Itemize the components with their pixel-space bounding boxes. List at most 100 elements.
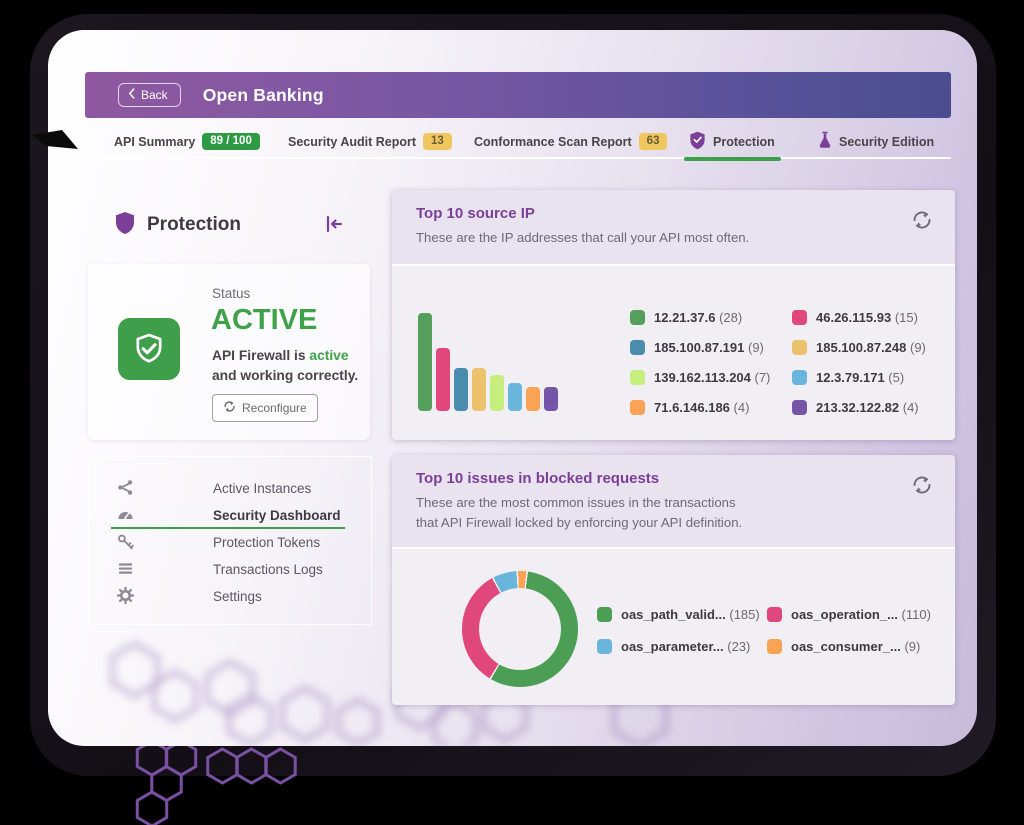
legend-swatch bbox=[767, 638, 782, 654]
chevron-left-icon bbox=[128, 88, 135, 102]
legend-label: 12.3.79.171 (5) bbox=[816, 369, 905, 385]
legend-label: 71.6.146.186 (4) bbox=[654, 399, 750, 415]
reconfigure-button[interactable]: Reconfigure bbox=[212, 394, 318, 422]
legend-label: 12.21.37.6 (28) bbox=[654, 309, 743, 325]
legend-item: 213.32.122.82 (4) bbox=[792, 392, 926, 422]
page-title: Open Banking bbox=[202, 84, 324, 105]
tab-badge: 13 bbox=[423, 132, 452, 151]
tab-badge: 89 / 100 bbox=[202, 132, 260, 151]
list-icon bbox=[117, 560, 135, 578]
shield-check-badge-icon bbox=[118, 318, 180, 380]
sidebar-item-settings[interactable]: Settings bbox=[89, 583, 371, 609]
legend-count: (9) bbox=[904, 638, 921, 654]
legend-swatch bbox=[792, 369, 807, 385]
tab-protection[interactable]: Protection bbox=[684, 126, 781, 161]
panel-blocked-issues-header: Top 10 issues in blocked requests These … bbox=[392, 455, 955, 549]
tab-bar: API Summary 89 / 100 Security Audit Report… bbox=[85, 126, 951, 161]
flask-icon bbox=[818, 131, 832, 152]
bar-46-26-115-93 bbox=[436, 348, 450, 411]
sidebar-item-security-dashboard[interactable]: Security Dashboard bbox=[89, 502, 371, 528]
sidebar-item-protection-tokens[interactable]: Protection Tokens bbox=[89, 529, 371, 555]
legend-item: 139.162.113.204 (7) bbox=[630, 362, 792, 392]
bar-12-3-79-171 bbox=[508, 383, 522, 411]
legend-label: 46.26.115.93 (15) bbox=[816, 309, 918, 325]
legend-item: 185.100.87.248 (9) bbox=[792, 332, 926, 362]
legend-count: (4) bbox=[733, 399, 750, 415]
legend-swatch bbox=[630, 369, 645, 385]
tab-label: Protection bbox=[713, 134, 775, 149]
legend-item: 46.26.115.93 (15) bbox=[792, 302, 926, 332]
active-menu-underline bbox=[111, 527, 345, 529]
legend-item: 12.3.79.171 (5) bbox=[792, 362, 926, 392]
tab-api-summary[interactable]: API Summary 89 / 100 bbox=[114, 126, 260, 157]
share-icon bbox=[117, 479, 135, 497]
legend-swatch bbox=[630, 309, 645, 325]
bar-213-32-122-82 bbox=[544, 387, 558, 411]
panel-source-ip-title: Top 10 source IP bbox=[416, 205, 535, 222]
back-label: Back bbox=[141, 88, 168, 102]
sidebar-item-label: Transactions Logs bbox=[213, 561, 323, 577]
legend-swatch bbox=[630, 399, 645, 415]
legend-item: oas_operation_... (110) bbox=[767, 598, 931, 630]
sidebar-title: Protection bbox=[147, 214, 241, 235]
active-tab-underline bbox=[684, 157, 781, 161]
legend-count: (9) bbox=[909, 339, 926, 355]
legend-count: (7) bbox=[754, 369, 771, 385]
legend-swatch bbox=[792, 399, 807, 415]
sidebar-menu: Active Instances Security Dashboard Protec… bbox=[88, 456, 372, 625]
status-message: API Firewall is active and working corre… bbox=[212, 348, 359, 383]
legend-label: oas_consumer_... (9) bbox=[791, 638, 921, 654]
tab-security-edition[interactable]: Security Edition bbox=[818, 126, 934, 157]
bar-71-6-146-186 bbox=[526, 387, 540, 411]
bar-139-162-113-204 bbox=[490, 375, 504, 411]
panel-blocked-issues-title: Top 10 issues in blocked requests bbox=[416, 470, 660, 487]
legend-count: (9) bbox=[747, 339, 764, 355]
refresh-icon[interactable] bbox=[911, 209, 933, 231]
sidebar-item-label: Settings bbox=[213, 588, 262, 604]
tab-security-audit-report[interactable]: Security Audit Report 13 bbox=[288, 126, 452, 157]
bar-185-100-87-248 bbox=[472, 368, 486, 411]
legend-count: (185) bbox=[729, 606, 760, 622]
legend-swatch bbox=[767, 606, 782, 622]
bar-12-21-37-6 bbox=[418, 313, 432, 411]
refresh-icon[interactable] bbox=[911, 474, 933, 496]
legend-count: (5) bbox=[888, 369, 905, 385]
screen: Back Open Banking API Summary 89 / 100 Sec… bbox=[48, 30, 977, 746]
panel-blocked-issues-description: These are the most common issues in the … bbox=[416, 495, 743, 530]
legend-count: (23) bbox=[727, 638, 751, 654]
annotation-arrow bbox=[32, 130, 78, 149]
sidebar-item-label: Active Instances bbox=[213, 480, 312, 496]
tab-label: API Summary bbox=[114, 134, 196, 149]
donut-chart-legend: oas_path_valid... (185) oas_operation_...… bbox=[597, 598, 931, 662]
panel-source-ip: Top 10 source IP These are the IP addres… bbox=[392, 190, 955, 440]
status-card: Status ACTIVE API Firewall is active and… bbox=[88, 264, 370, 440]
key-icon bbox=[117, 533, 135, 551]
shield-check-icon bbox=[689, 131, 706, 153]
collapse-left-icon[interactable] bbox=[324, 214, 344, 234]
sidebar-heading: Protection bbox=[115, 211, 241, 238]
legend-swatch bbox=[792, 339, 807, 355]
legend-swatch bbox=[597, 606, 612, 622]
tab-conformance-scan-report[interactable]: Conformance Scan Report 63 bbox=[474, 126, 668, 157]
bar-chart-legend: 12.21.37.6 (28) 46.26.115.93 (15) 185.100.… bbox=[630, 302, 926, 422]
back-button[interactable]: Back bbox=[118, 83, 181, 107]
legend-item: 185.100.87.191 (9) bbox=[630, 332, 792, 362]
status-highlight: active bbox=[309, 348, 349, 363]
legend-swatch bbox=[630, 339, 645, 355]
legend-label: oas_parameter... (23) bbox=[621, 638, 751, 654]
tab-label: Security Edition bbox=[839, 134, 935, 149]
donut-chart bbox=[462, 571, 578, 687]
sidebar-item-active-instances[interactable]: Active Instances bbox=[89, 475, 371, 501]
legend-item: 71.6.146.186 (4) bbox=[630, 392, 792, 422]
refresh-icon bbox=[223, 400, 236, 416]
dashboard-icon bbox=[117, 506, 135, 524]
gear-icon bbox=[116, 586, 135, 605]
sidebar-item-transactions-logs[interactable]: Transactions Logs bbox=[89, 556, 371, 582]
legend-item: 12.21.37.6 (28) bbox=[630, 302, 792, 332]
panel-blocked-issues: Top 10 issues in blocked requests These … bbox=[392, 455, 955, 705]
legend-label: 139.162.113.204 (7) bbox=[654, 369, 771, 385]
status-value: ACTIVE bbox=[211, 304, 318, 336]
legend-count: (4) bbox=[902, 399, 919, 415]
donut-hole bbox=[479, 588, 561, 670]
